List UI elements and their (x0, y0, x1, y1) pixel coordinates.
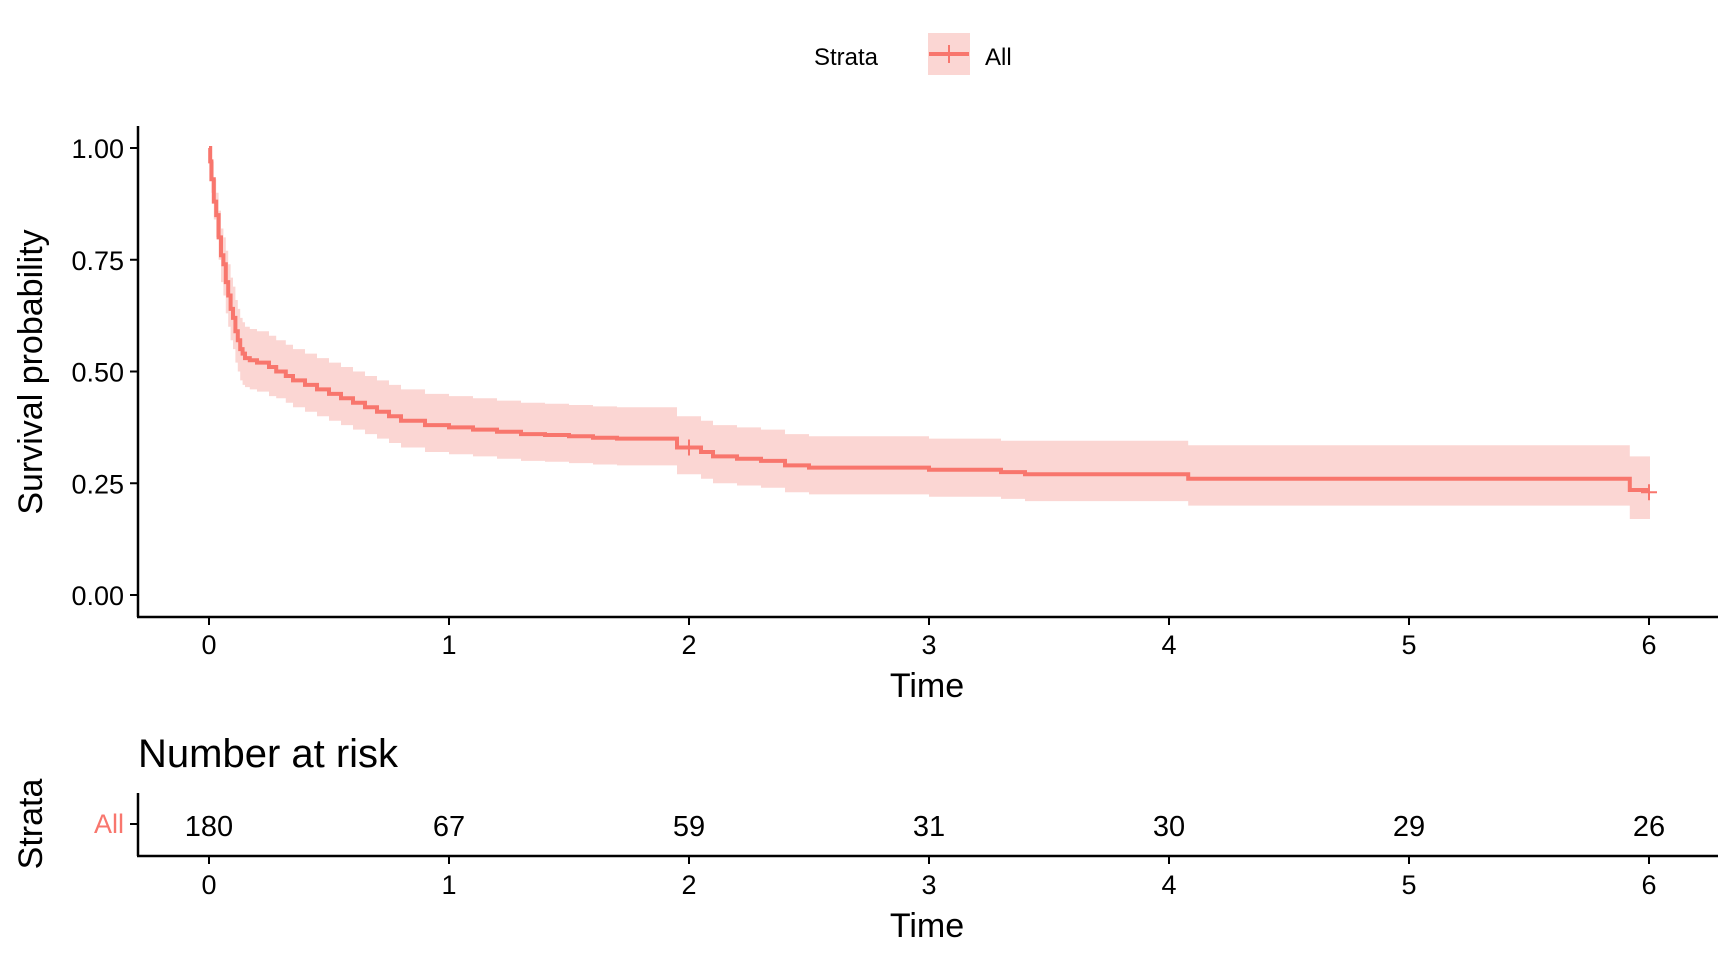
risk-table-values: 180 67 59 31 30 29 26 (185, 811, 1665, 843)
censor-mark-1 (681, 439, 697, 456)
risk-table-cell: 30 (1153, 811, 1185, 843)
legend: Strata All (814, 33, 1012, 75)
x-tick-label: 6 (1641, 630, 1656, 660)
x-tick-label: 5 (1401, 630, 1416, 660)
survival-curve (208, 146, 1649, 492)
risk-table-x-tick-label: 6 (1641, 870, 1656, 900)
legend-label: All (985, 44, 1012, 71)
risk-table-title: Number at risk (138, 732, 399, 776)
confidence-band-area (209, 148, 1650, 519)
risk-table-cell: 67 (433, 811, 465, 843)
risk-table-x-tick-label: 3 (921, 870, 936, 900)
risk-table-x-tick-label: 5 (1401, 870, 1416, 900)
x-tick-label: 2 (681, 630, 696, 660)
y-tick-label: 0.50 (71, 358, 124, 388)
confidence-band (209, 148, 1650, 519)
risk-table-cell: 180 (185, 811, 233, 843)
risk-table-cell: 26 (1633, 811, 1665, 843)
risk-table: Number at risk All 180 67 59 31 30 29 26 0 1 2 3 4… (12, 732, 1718, 945)
risk-table-cell: 31 (913, 811, 945, 843)
legend-title: Strata (814, 44, 879, 71)
risk-table-x-tick-label: 4 (1161, 870, 1176, 900)
risk-table-row-label: All (94, 809, 124, 839)
risk-table-x-tick-label: 0 (201, 870, 216, 900)
x-tick-label: 4 (1161, 630, 1176, 660)
survival-plot: 0.00 0.25 0.50 0.75 1.00 0 1 2 3 4 5 6 Time Surviv… (12, 126, 1718, 705)
y-tick-label: 0.25 (71, 469, 124, 499)
risk-table-x-axis-title: Time (890, 907, 964, 945)
risk-table-x-tick-label: 1 (441, 870, 456, 900)
y-tick-label: 0.75 (71, 246, 124, 276)
y-tick-label: 1.00 (71, 134, 124, 164)
y-axis-ticks: 0.00 0.25 0.50 0.75 1.00 (71, 134, 138, 611)
risk-table-cell: 29 (1393, 811, 1425, 843)
censor-mark-2 (1641, 484, 1657, 501)
x-tick-label: 1 (441, 630, 456, 660)
survival-curve-line (208, 146, 1649, 492)
x-tick-label: 0 (201, 630, 216, 660)
censor-marks (681, 439, 1657, 501)
risk-table-y-axis-title: Strata (12, 779, 50, 870)
risk-table-cell: 59 (673, 811, 705, 843)
x-axis-title: Time (890, 667, 964, 705)
x-axis-ticks: 0 1 2 3 4 5 6 (201, 617, 1657, 660)
x-tick-label: 3 (921, 630, 936, 660)
y-tick-label: 0.00 (71, 581, 124, 611)
y-axis-title: Survival probability (12, 229, 50, 514)
risk-table-x-axis-ticks: 0 1 2 3 4 5 6 (201, 856, 1657, 900)
risk-table-x-tick-label: 2 (681, 870, 696, 900)
